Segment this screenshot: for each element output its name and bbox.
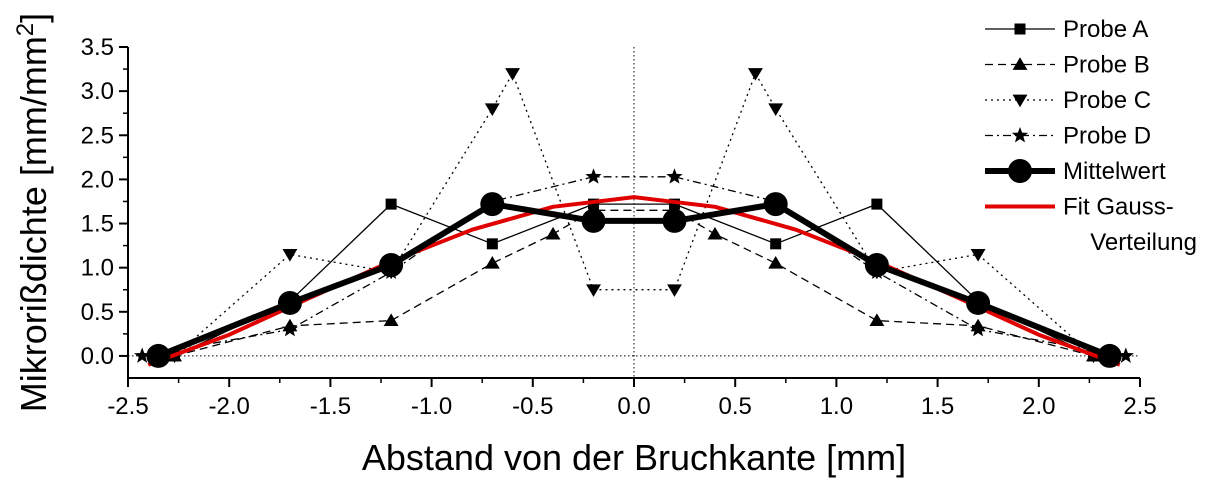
legend-item: Probe B xyxy=(985,52,1150,79)
x-tick-label: 1.5 xyxy=(921,393,954,420)
data-point xyxy=(505,68,520,81)
x-tick-label: 0.0 xyxy=(617,393,650,420)
y-tick-label: 3.0 xyxy=(81,78,114,105)
x-tick-label: 1.0 xyxy=(820,393,853,420)
legend-label: Verteilung xyxy=(1090,229,1197,256)
x-tick-label: -1.5 xyxy=(310,393,351,420)
data-point xyxy=(480,192,505,217)
legend-label: Mittelwert xyxy=(1063,158,1166,185)
legend-label: Probe D xyxy=(1063,123,1151,150)
x-tick-label: -1.0 xyxy=(411,393,452,420)
data-point xyxy=(662,208,687,233)
x-tick-label: -0.5 xyxy=(512,393,553,420)
legend-label: Probe B xyxy=(1063,52,1150,79)
legend-marker xyxy=(1008,159,1032,183)
x-tick-label: 2.0 xyxy=(1022,393,1055,420)
x-tick-label: -2.0 xyxy=(209,393,250,420)
legend-label: Probe A xyxy=(1063,16,1148,43)
legend-item: Mittelwert xyxy=(985,158,1166,185)
data-point xyxy=(379,253,404,278)
legend-marker xyxy=(1011,126,1029,143)
data-point xyxy=(970,249,986,262)
data-point xyxy=(385,198,397,210)
legend-label: Probe C xyxy=(1063,87,1151,114)
legend-item: Probe D xyxy=(985,123,1151,150)
axes: -2.5 -2.0 -1.5 -1.0 -0.5 0.0 0.5 1.0 1.5 2.0 2.5 0.… xyxy=(81,34,1157,420)
legend-item: Probe C xyxy=(985,87,1151,114)
data-point xyxy=(146,343,171,368)
data-point xyxy=(383,313,399,327)
y-tick-label: 2.5 xyxy=(81,122,114,149)
y-tick-label: 3.5 xyxy=(81,34,114,61)
legend-marker xyxy=(1014,23,1026,35)
data-point xyxy=(545,226,561,240)
data-point xyxy=(281,320,299,337)
series-line xyxy=(174,203,1094,357)
data-point xyxy=(864,253,889,278)
data-point xyxy=(966,290,991,315)
legend-item: Probe A xyxy=(985,16,1148,43)
data-point xyxy=(770,238,782,250)
data-point xyxy=(585,168,602,184)
data-point xyxy=(1117,347,1134,363)
series-line xyxy=(142,176,1126,357)
data-point xyxy=(768,103,784,116)
legend-label: Fit Gauss- xyxy=(1063,194,1174,221)
data-point xyxy=(484,256,500,269)
y-tick-label: 1.0 xyxy=(81,255,114,282)
y-tick-label: 0.0 xyxy=(81,343,114,370)
data-point xyxy=(969,320,987,337)
data-point xyxy=(484,103,500,116)
data-point xyxy=(667,284,682,297)
data-point xyxy=(869,313,885,327)
data-point xyxy=(768,256,784,269)
y-tick-label: 1.5 xyxy=(81,211,114,238)
data-point xyxy=(666,168,683,184)
y-tick-label: 2.0 xyxy=(81,166,114,193)
data-point xyxy=(748,68,763,81)
x-tick-label: -2.5 xyxy=(107,393,148,420)
data-point xyxy=(486,238,498,250)
data-point xyxy=(282,249,298,262)
series-probe-b xyxy=(167,203,1101,362)
x-tick-label: 0.5 xyxy=(719,393,752,420)
legend-marker xyxy=(1012,94,1028,108)
data-point xyxy=(277,290,302,315)
series-mittelwert xyxy=(146,192,1122,368)
data-point xyxy=(763,192,788,217)
y-tick-label: 0.5 xyxy=(81,299,114,326)
legend-marker xyxy=(1012,57,1028,70)
data-point xyxy=(707,226,723,240)
legend: Probe A Probe B Probe C Probe D Mittelwert Fi… xyxy=(985,16,1197,256)
data-point xyxy=(581,208,606,233)
data-point xyxy=(134,347,151,363)
x-tick-label: 2.5 xyxy=(1123,393,1156,420)
reference-lines xyxy=(128,47,1140,378)
series-line xyxy=(157,201,1111,359)
y-axis-title: Mikrorißdichte [mm/mm2] xyxy=(12,13,55,412)
series-layer xyxy=(134,68,1134,368)
data-point xyxy=(871,198,883,210)
legend-item: Fit Gauss- Verteilung xyxy=(985,194,1197,256)
data-point xyxy=(586,284,601,297)
x-axis-title: Abstand von der Bruchkante [mm] xyxy=(362,437,906,478)
data-point xyxy=(1097,343,1122,368)
